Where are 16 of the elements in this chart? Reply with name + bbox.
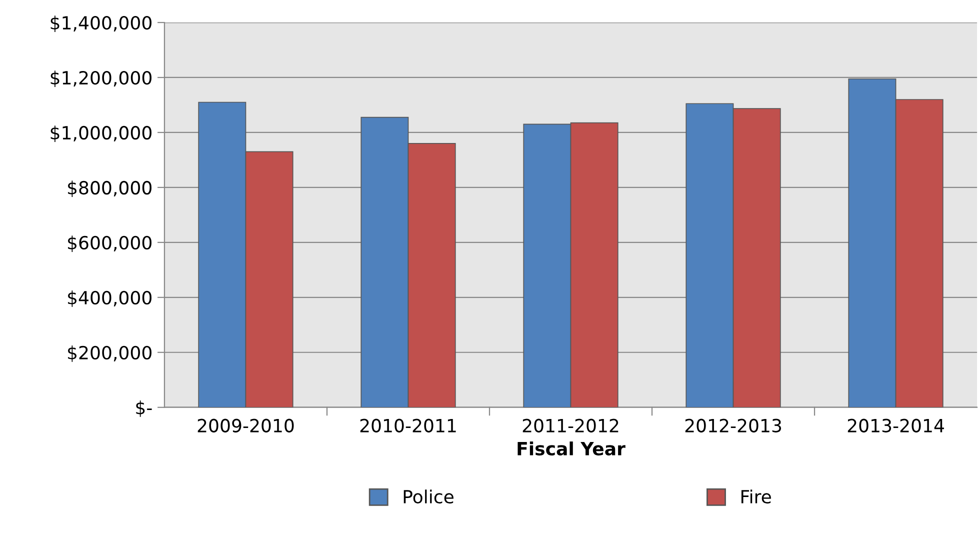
y-tick-label: $600,000 xyxy=(68,236,152,252)
x-tick-label: 2009-2010 xyxy=(198,418,294,432)
x-tick-label: 2010-2011 xyxy=(360,418,456,432)
y-tick-label: $- xyxy=(136,400,152,417)
y-tick-label: $1,400,000 xyxy=(50,16,152,32)
legend-label: Fire xyxy=(741,490,771,504)
x-tick-label: 2011-2012 xyxy=(522,418,618,432)
x-tick-label: 2013-2014 xyxy=(848,418,944,432)
y-tick-label: $200,000 xyxy=(68,346,152,362)
x-tick-label: 2012-2013 xyxy=(685,418,782,432)
x-axis-title: Fiscal Year xyxy=(518,442,626,456)
y-tick-label: $400,000 xyxy=(68,290,152,307)
y-tick-label: $1,200,000 xyxy=(50,70,152,88)
y-tick-label: $800,000 xyxy=(68,180,152,197)
legend-label: Police xyxy=(404,490,454,504)
y-tick-label: $1,000,000 xyxy=(50,126,152,142)
